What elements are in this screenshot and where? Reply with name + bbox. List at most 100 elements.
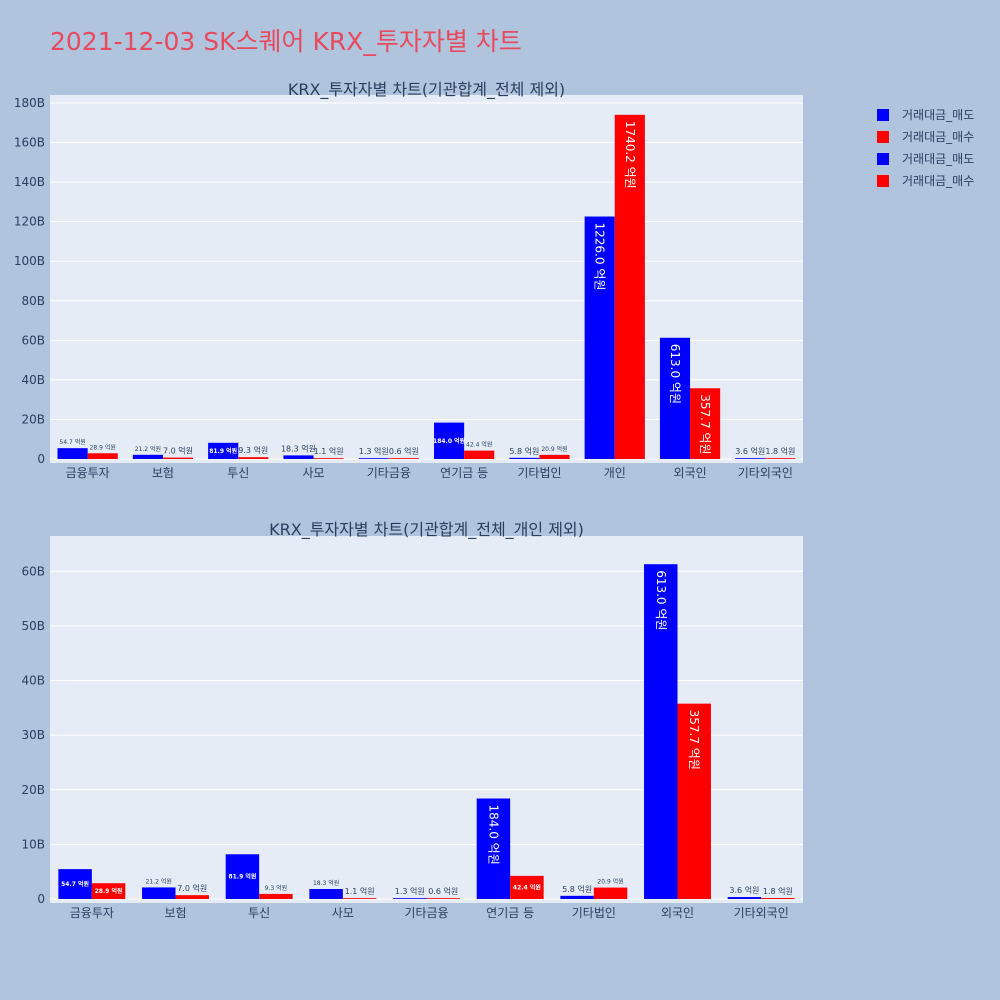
bar-value-label: 42.4 억원 (466, 441, 492, 449)
bar-value-label: 28.9 억원 (95, 887, 123, 895)
bar-sell (132, 454, 163, 459)
chart-title: KRX_투자자별 차트(기관합계_전체_개인 제외) (269, 520, 584, 540)
bar-sell (509, 457, 540, 459)
x-tick-label: 사모 (332, 906, 354, 920)
bar-buy (690, 388, 721, 459)
bar-value-label: 3.6 억원 (735, 446, 765, 456)
bar-sell (644, 564, 678, 899)
legend-label[interactable]: 거래대금_매도 (902, 108, 974, 122)
bar-buy (91, 883, 126, 899)
bar-sell (659, 337, 691, 459)
bar-sell (57, 448, 88, 459)
bar-value-label: 3.6 억원 (729, 885, 759, 895)
bar-value-label: 1226.0 억원 (593, 223, 607, 291)
bar-buy (342, 898, 377, 899)
x-tick-label: 기타금융 (367, 466, 411, 480)
y-tick-label: 0 (37, 452, 45, 466)
bar-buy (426, 898, 460, 899)
bar-value-label: 20.9 억원 (541, 445, 567, 453)
bar-value-label: 81.9 억원 (228, 873, 256, 881)
bar-value-label: 5.8 억원 (562, 884, 592, 894)
bar-value-label: 21.2 억원 (135, 445, 161, 453)
legend-swatch[interactable] (877, 109, 889, 121)
bar-value-label: 81.9 억원 (209, 447, 237, 455)
y-tick-label: 40B (21, 674, 45, 688)
bar-value-label: 18.3 억원 (281, 443, 316, 453)
bar-value-label: 54.7 억원 (61, 880, 89, 888)
x-tick-label: 보험 (164, 906, 186, 920)
bar-buy (388, 458, 419, 459)
bar-sell (727, 897, 762, 899)
bar-buy (539, 454, 570, 459)
legend-swatch[interactable] (877, 153, 889, 165)
bar-value-label: 18.3 억원 (313, 879, 339, 887)
y-tick-label: 160B (14, 136, 45, 150)
bar-value-label: 357.7 억원 (687, 710, 701, 770)
bar-value-label: 0.6 억원 (389, 446, 419, 456)
bar-sell (309, 889, 343, 899)
y-tick-label: 180B (14, 96, 45, 110)
bar-value-label: 613.0 억원 (668, 344, 682, 404)
bar-buy (510, 875, 544, 899)
bar-value-label: 184.0 억원 (433, 437, 465, 445)
bar-buy (464, 450, 495, 459)
bar-value-label: 613.0 억원 (654, 570, 668, 630)
bar-buy (175, 895, 209, 899)
bar-sell (476, 798, 511, 899)
y-tick-label: 80B (21, 294, 45, 308)
bar-value-label: 1.3 억원 (359, 446, 389, 456)
bar-value-label: 9.3 억원 (265, 884, 288, 892)
bar-sell (584, 216, 615, 459)
legend-label[interactable]: 거래대금_매수 (902, 174, 974, 188)
legend-label[interactable]: 거래대금_매수 (902, 130, 974, 144)
y-tick-label: 0 (37, 892, 45, 906)
x-tick-label: 투신 (227, 466, 249, 480)
chart-institutions-individuals-excluded: 0 10B 20B 30B 40B 50B 60B KRX_투자자별 차트(기관합계_전체_개… (21, 520, 803, 920)
bar-sell (560, 895, 594, 899)
x-tick-label: 연기금 등 (486, 906, 534, 920)
bar-value-label: 42.4 억원 (513, 883, 541, 891)
y-tick-label: 40B (21, 373, 45, 387)
bar-buy (765, 458, 796, 459)
bar-buy (593, 887, 628, 899)
bar-value-label: 21.2 억원 (146, 877, 172, 885)
bar-value-label: 1740.2 억원 (623, 121, 637, 189)
bar-buy (313, 458, 344, 459)
bar-sell (142, 887, 176, 899)
x-tick-label: 금융투자 (70, 906, 114, 920)
bar-value-label: 54.7 억원 (59, 438, 85, 446)
bar-value-label: 28.9 억원 (90, 443, 116, 451)
chart-title: KRX_투자자별 차트(기관합계_전체 제외) (288, 80, 565, 100)
bar-value-label: 0.6 억원 (428, 886, 458, 896)
x-tick-label: 개인 (604, 466, 626, 480)
y-tick-label: 60B (21, 333, 45, 347)
bar-value-label: 7.0 억원 (177, 883, 207, 893)
legend-swatch[interactable] (877, 175, 889, 187)
legend-label[interactable]: 거래대금_매도 (902, 152, 974, 166)
bar-value-label: 9.3 억원 (238, 445, 268, 455)
x-tick-label: 외국인 (673, 466, 706, 480)
page-title: 2021-12-03 SK스퀘어 KRX_투자자별 차트 (50, 27, 522, 56)
bar-buy (614, 114, 645, 459)
y-tick-label: 30B (21, 728, 45, 742)
x-tick-label: 기타외국인 (738, 466, 793, 480)
x-tick-label: 기타외국인 (734, 906, 789, 920)
bar-value-label: 1.1 억원 (345, 886, 375, 896)
bar-sell (58, 869, 92, 899)
y-tick-label: 100B (14, 254, 45, 268)
y-tick-label: 60B (21, 564, 45, 578)
bar-value-label: 7.0 억원 (163, 446, 193, 456)
y-tick-label: 20B (21, 783, 45, 797)
bar-sell (283, 455, 314, 459)
bar-value-label: 20.9 억원 (597, 878, 623, 886)
bar-sell (225, 854, 260, 899)
y-tick-label: 20B (21, 412, 45, 426)
x-tick-label: 투신 (248, 906, 270, 920)
bar-value-label: 5.8 억원 (509, 446, 539, 456)
legend-swatch[interactable] (877, 131, 889, 143)
bar-value-label: 1.8 억원 (765, 446, 795, 456)
x-tick-label: 외국인 (661, 906, 694, 920)
bar-sell (393, 898, 427, 899)
y-tick-label: 120B (14, 215, 45, 229)
